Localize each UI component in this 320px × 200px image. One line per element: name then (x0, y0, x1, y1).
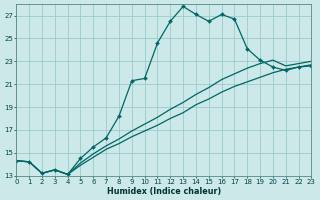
X-axis label: Humidex (Indice chaleur): Humidex (Indice chaleur) (107, 187, 221, 196)
